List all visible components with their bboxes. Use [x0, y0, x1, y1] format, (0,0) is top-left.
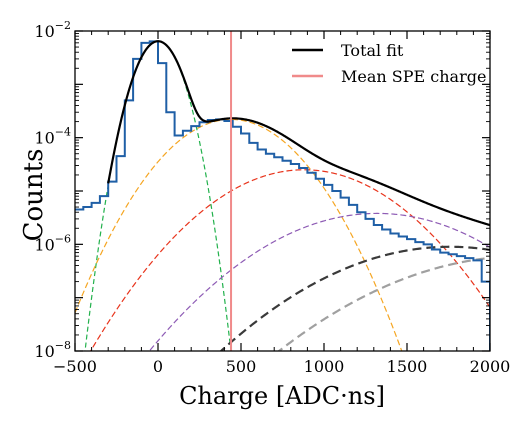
fit-component-3 — [89, 169, 490, 351]
fit-component-4 — [148, 212, 490, 351]
x-axis: −500 0 500 1000 1500 2000 — [53, 31, 510, 376]
x-tick-label: 2000 — [470, 357, 511, 376]
y-tick-label: 10−8 — [34, 339, 71, 361]
x-tick-label: 1500 — [387, 357, 428, 376]
histogram-line — [75, 40, 490, 351]
fit-components — [75, 40, 490, 351]
fit-component-6 — [277, 256, 490, 351]
total-fit — [107, 40, 490, 227]
total-fit-line — [107, 40, 490, 227]
legend: Total fit Mean SPE charge — [292, 41, 486, 86]
legend-label-total-fit: Total fit — [341, 41, 404, 60]
x-axis-label: Charge [ADC·ns] — [179, 382, 385, 410]
data-histogram — [75, 40, 490, 351]
y-axis: 10−8 10−6 10−4 10−2 — [34, 19, 490, 361]
fit-component-5 — [219, 245, 490, 351]
x-tick-label: 0 — [153, 357, 163, 376]
fit-component-2 — [75, 118, 403, 351]
x-tick-label: −500 — [53, 357, 97, 376]
x-tick-label: 500 — [226, 357, 257, 376]
y-tick-label: 10−2 — [34, 19, 71, 41]
x-tick-label: 1000 — [304, 357, 345, 376]
y-axis-label: Counts — [19, 149, 49, 242]
y-tick-label: 10−4 — [34, 126, 71, 148]
fit-component-1 — [84, 40, 232, 351]
y-tick-label: 10−6 — [34, 232, 71, 254]
legend-label-mean-spe: Mean SPE charge — [341, 67, 486, 86]
